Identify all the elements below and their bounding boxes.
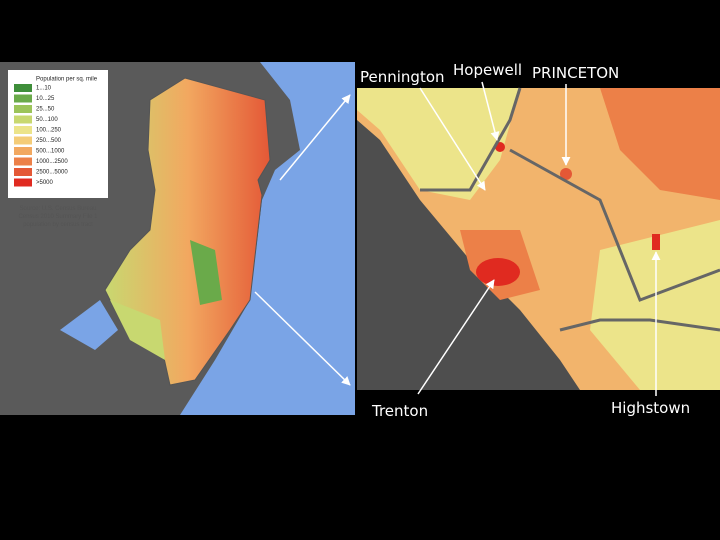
legend-items: 1...10 10...25 25...50 50...100 100...250 250…: [14, 84, 68, 187]
trenton-core: [476, 258, 520, 286]
source-line: Source: U.S. Census Bureau: [19, 206, 96, 212]
legend-swatch: [14, 147, 32, 155]
legend-swatch: [14, 105, 32, 113]
zone: [600, 88, 720, 200]
legend-swatch: [14, 126, 32, 134]
zoom-map: [357, 87, 720, 390]
legend-swatch: [14, 157, 32, 166]
legend-swatch: [14, 136, 32, 145]
legend-label: 10...25: [36, 96, 55, 102]
pinelands: [190, 240, 222, 305]
place-label: Highstown: [611, 399, 690, 417]
legend-label: 1...10: [36, 86, 52, 92]
place-label: Pennington: [360, 68, 445, 86]
legend-label: 1000...2500: [36, 159, 68, 165]
state-map: Population per sq. mile 1...10 10...25 25.…: [0, 62, 355, 415]
place-label: PRINCETON: [532, 64, 619, 82]
zoom-connector: [279, 94, 351, 181]
river: [357, 120, 580, 390]
zoom-connector: [254, 291, 351, 386]
legend-label: 50...100: [36, 117, 58, 123]
legend-label: 100...250: [36, 128, 62, 134]
legend-swatch: [14, 115, 32, 124]
place-label: Trenton: [371, 402, 428, 420]
pointer: [419, 87, 486, 191]
south-region: [110, 300, 165, 360]
legend-swatch: [14, 94, 32, 103]
boundary: [559, 318, 720, 332]
source-line: population by census tract: [23, 222, 93, 228]
legend-swatch: [14, 84, 32, 92]
pointer: [417, 279, 495, 395]
ocean: [180, 62, 355, 415]
legend-label: 2500...5000: [36, 170, 68, 176]
legend-label: 250...500: [36, 138, 62, 144]
legend-label: 500...1000: [36, 149, 65, 155]
legend-title: Population per sq. mile: [36, 77, 98, 83]
source-line: Census 2010 Summary File 1: [18, 214, 98, 220]
highstown-core: [652, 234, 660, 250]
legend-label: 25...50: [36, 107, 55, 113]
legend-label: >5000: [36, 180, 54, 186]
legend-swatch: [14, 168, 32, 176]
legend-swatch: [14, 178, 32, 187]
new-jersey: [104, 77, 271, 386]
pointer: [481, 81, 500, 141]
zone: [590, 220, 720, 390]
bay: [60, 300, 118, 350]
boundary: [509, 148, 720, 302]
boundary: [420, 87, 522, 192]
princeton-core: [560, 168, 572, 180]
place-label: Hopewell: [453, 61, 522, 79]
